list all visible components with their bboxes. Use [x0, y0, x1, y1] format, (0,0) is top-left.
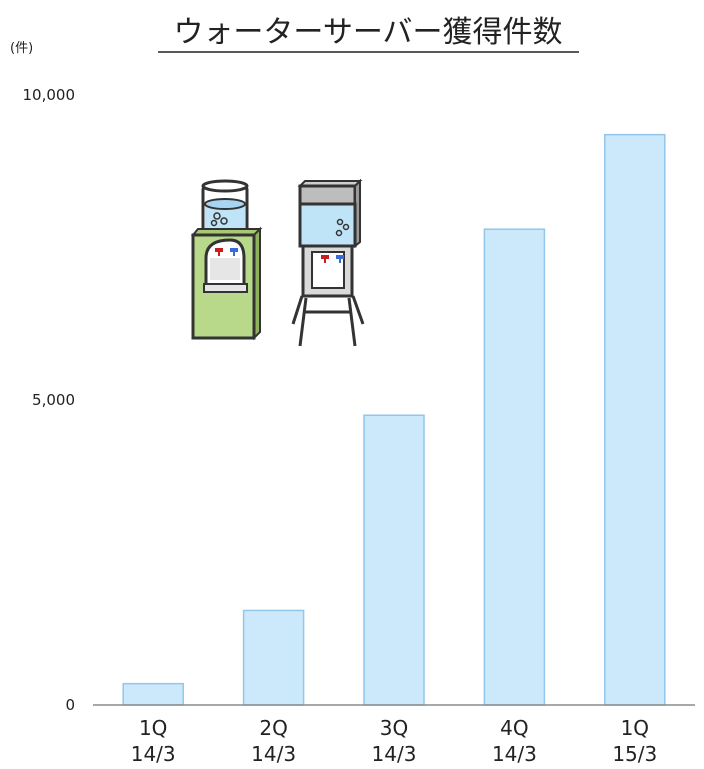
- y-axis-unit-label: (件): [10, 41, 33, 56]
- x-tick-label: 14/3: [372, 742, 417, 766]
- bar: [363, 414, 425, 706]
- bar: [242, 609, 305, 706]
- y-tick-label: 5,000: [32, 391, 75, 409]
- bar: [122, 682, 184, 706]
- water-server-stand-icon: [291, 178, 365, 347]
- x-tick-label: 14/3: [492, 742, 537, 766]
- bar: [604, 133, 666, 706]
- x-tick-label: 14/3: [131, 742, 176, 766]
- x-tick-label: 14/3: [251, 742, 296, 766]
- water-cooler-icon: [190, 179, 263, 341]
- bar: [483, 228, 546, 706]
- y-tick-label: 10,000: [23, 86, 76, 104]
- x-tick-label: 1Q: [621, 716, 649, 740]
- x-tick-label: 1Q: [139, 716, 167, 740]
- x-tick-label: 2Q: [259, 716, 287, 740]
- y-tick-label: 0: [65, 696, 75, 714]
- y-axis-ticks: 0 5,000 10,000: [23, 86, 76, 714]
- chart-title: ウォーターサーバー獲得件数: [173, 15, 562, 50]
- x-tick-label: 15/3: [612, 742, 657, 766]
- x-tick-label: 4Q: [500, 716, 528, 740]
- x-tick-label: 3Q: [380, 716, 408, 740]
